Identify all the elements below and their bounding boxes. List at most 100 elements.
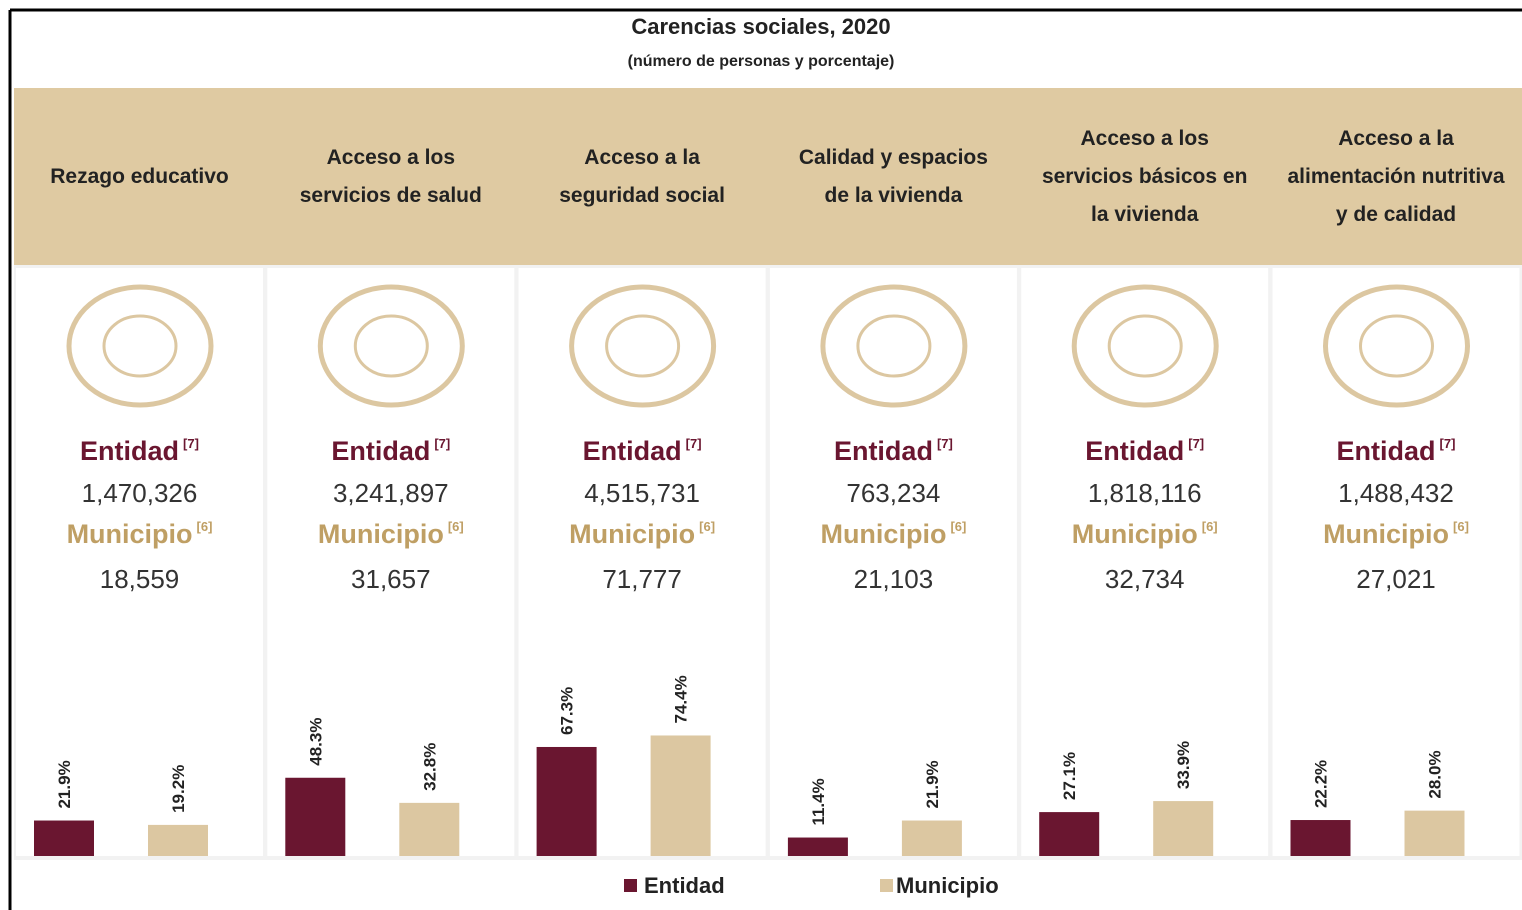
- municipio-note: [6]: [699, 519, 716, 534]
- municipio-note: [6]: [447, 519, 464, 534]
- bar: [148, 824, 208, 856]
- panel: [1021, 268, 1269, 856]
- entidad-text: Entidad: [80, 436, 180, 466]
- entidad-count: 1,818,116: [1087, 478, 1202, 508]
- municipio-label: Municipio [6]: [1273, 519, 1520, 550]
- title: Carencias sociales, 2020: [631, 14, 891, 39]
- icon-circle: [1323, 284, 1470, 408]
- legend-label: Entidad: [644, 873, 725, 898]
- municipio-count: 31,657: [351, 564, 431, 594]
- municipio-text: Municipio: [820, 519, 947, 549]
- municipio-label: Municipio [6]: [1021, 519, 1268, 550]
- legend-label: Municipio: [896, 873, 999, 898]
- bar: [399, 802, 460, 856]
- municipio-text: Municipio: [1323, 519, 1450, 549]
- bar: [901, 820, 962, 856]
- entidad-text: Entidad: [331, 436, 431, 466]
- municipio-note: [6]: [1453, 519, 1469, 534]
- municipio-count: 32,734: [1104, 564, 1185, 594]
- municipio-note: [6]: [196, 519, 213, 534]
- entidad-count: 1,488,432: [1338, 478, 1454, 508]
- bar: [285, 777, 346, 856]
- bar: [34, 820, 94, 856]
- municipio-text: Municipio: [317, 519, 444, 549]
- municipio-label: Municipio [6]: [519, 519, 766, 550]
- subtitle: (número de personas y porcentaje): [627, 53, 895, 70]
- entidad-text: Entidad: [833, 436, 933, 466]
- municipio-note: [6]: [1201, 519, 1218, 534]
- icon-circle: [1071, 284, 1219, 408]
- bar-label: 28.0%: [1426, 750, 1445, 798]
- entidad-label: Entidad [7]: [267, 436, 514, 467]
- icon-circle: [66, 284, 214, 408]
- entidad-text: Entidad: [582, 436, 682, 466]
- municipio-text: Municipio: [66, 519, 193, 549]
- entidad-note: [7]: [183, 436, 199, 451]
- column-header: Acceso a la alimentación nutritiva y de …: [1287, 126, 1505, 226]
- municipio-note: [6]: [950, 519, 967, 534]
- entidad-label: Entidad [7]: [1021, 436, 1268, 467]
- bar-label: 19.2%: [169, 765, 188, 813]
- bar-label: 32.8%: [420, 743, 439, 791]
- panel-bg: [14, 265, 1522, 860]
- entidad-text: Entidad: [1085, 436, 1185, 466]
- entidad-label: Entidad [7]: [1273, 436, 1520, 467]
- entidad-note: [7]: [1188, 436, 1205, 451]
- icon-inner: [856, 314, 932, 378]
- entidad-count: 3,241,897: [332, 478, 449, 508]
- bar: [1039, 812, 1100, 856]
- legend-swatch: [624, 879, 637, 892]
- icon-circle: [820, 284, 968, 408]
- entidad-note: [7]: [1439, 436, 1456, 451]
- icon-inner: [605, 314, 681, 378]
- entidad-count: 4,515,731: [584, 478, 700, 508]
- entidad-count: 1,470,326: [81, 478, 198, 508]
- bar: [1404, 810, 1465, 856]
- bar-label: 74.4%: [672, 675, 691, 723]
- municipio-count: 21,103: [853, 564, 934, 594]
- bar-label: 11.4%: [809, 778, 828, 825]
- municipio-count: 27,021: [1356, 564, 1436, 594]
- column-header: Rezago educativo: [50, 164, 229, 188]
- entidad-label: Entidad [7]: [770, 436, 1017, 467]
- entidad-count: 763,234: [846, 478, 941, 508]
- entidad-note: [7]: [936, 436, 953, 451]
- panel: [16, 268, 263, 856]
- column-header: Acceso a los servicios de salud: [299, 145, 482, 207]
- bar-label: 27.1%: [1060, 752, 1079, 800]
- bar: [536, 746, 597, 856]
- bar-label: 33.9%: [1174, 741, 1193, 789]
- bar-label: 21.9%: [923, 760, 942, 808]
- column-header: Acceso a la seguridad social: [559, 145, 725, 207]
- icon-circle: [317, 284, 465, 408]
- bar-label: 21.9%: [55, 760, 74, 808]
- entidad-label: Entidad [7]: [16, 436, 263, 467]
- municipio-label: Municipio [6]: [16, 519, 263, 550]
- icon-inner: [102, 314, 178, 378]
- entidad-note: [7]: [685, 436, 702, 451]
- icon-circle: [569, 284, 717, 408]
- bar-label: 48.3%: [306, 718, 325, 766]
- bar: [1153, 801, 1214, 856]
- header-band: [14, 88, 1522, 265]
- municipio-count: 18,559: [99, 564, 180, 594]
- bar: [650, 735, 711, 856]
- icon-inner: [1107, 314, 1183, 378]
- municipio-text: Municipio: [1071, 519, 1198, 549]
- bar: [1290, 820, 1351, 856]
- municipio-text: Municipio: [569, 519, 696, 549]
- panel: [267, 268, 515, 856]
- entidad-text: Entidad: [1336, 436, 1436, 466]
- entidad-label: Entidad [7]: [519, 436, 766, 467]
- municipio-label: Municipio [6]: [770, 519, 1017, 550]
- column-header: Acceso a los servicios básicos en la viv…: [1041, 126, 1248, 226]
- column-header: Calidad y espacios de la vivienda: [798, 145, 988, 207]
- bar-label: 67.3%: [558, 687, 577, 735]
- entidad-note: [7]: [434, 436, 451, 451]
- icon-inner: [353, 314, 429, 378]
- municipio-label: Municipio [6]: [267, 519, 514, 550]
- bar-label: 22.2%: [1312, 760, 1331, 808]
- municipio-count: 71,777: [602, 564, 682, 594]
